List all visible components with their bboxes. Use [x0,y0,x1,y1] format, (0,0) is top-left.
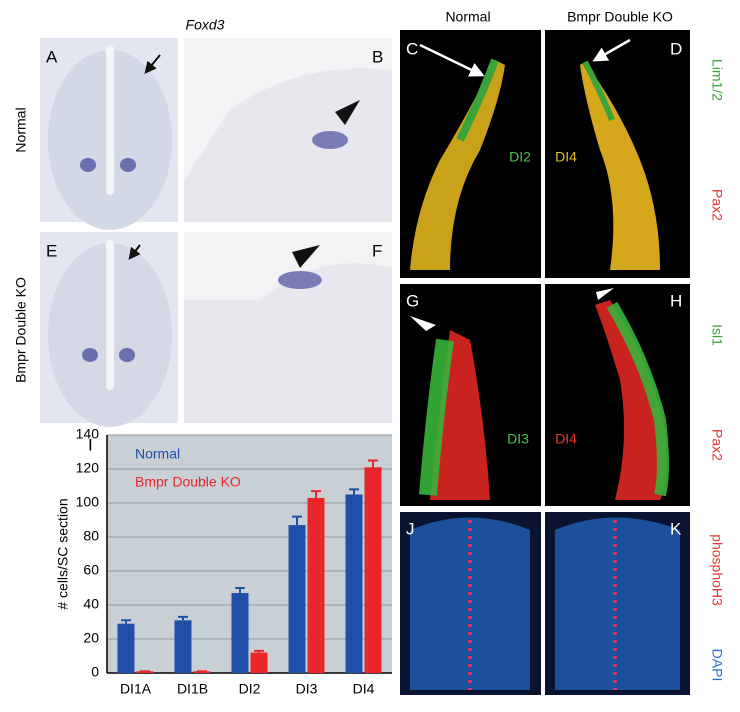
panel-e [40,232,178,427]
y-tick-label: 0 [91,664,99,680]
panel-k [545,512,690,695]
bar [364,467,382,673]
error-bar [254,649,264,653]
panel-b [184,38,392,222]
legend-entry: Normal [135,446,180,462]
panel-a [40,38,178,230]
y-tick-label: 20 [83,630,99,646]
legend-entry: Bmpr Double KO [135,474,241,490]
error-bar [292,515,302,526]
panel-letter: J [406,519,415,538]
error-bar [121,619,131,624]
bar [231,593,249,673]
panel-letter: A [46,47,58,66]
bar [117,623,135,673]
panel-j [400,512,541,695]
panel-letter: C [406,39,418,58]
stain-label: Isl1 [709,324,725,346]
panel-letter: D [670,39,682,58]
panel-h [545,284,690,506]
panel-letter: F [372,241,382,260]
bar-chart: 0 20 40 60 80 100 120 140 # cells/SC section DI1A… [55,426,392,697]
error-bar [368,459,378,468]
x-tick-label: DI1B [177,681,208,697]
x-tick-label: DI1A [120,681,152,697]
panel-letter: B [372,47,383,66]
y-tick-label: 100 [76,494,100,510]
error-bar [235,587,245,594]
stain-label: Pax2 [709,429,725,461]
y-axis-label: # cells/SC section [55,498,71,609]
panel-g [400,284,541,506]
cell-label: DI3 [507,431,529,447]
column-header: Bmpr Double KO [567,9,673,25]
y-tick-label: 120 [76,460,100,476]
bar [288,525,306,673]
row-label: Normal [13,107,29,152]
panel-letter: K [670,519,682,538]
y-tick-label: 40 [83,596,99,612]
stain-label: Pax2 [709,189,725,221]
panel-c [400,30,541,278]
cell-label: DI4 [555,431,577,447]
bar [250,652,268,673]
row-label: Bmpr Double KO [13,277,29,383]
panel-letter: H [670,291,682,310]
plot-area [107,435,392,673]
x-tick-label: DI4 [353,681,375,697]
cell-label: DI4 [555,149,577,165]
panel-f [184,232,392,423]
panel-letter: E [46,241,57,260]
stain-label: Lim1/2 [709,59,725,101]
panel-d [545,30,690,278]
column-header: Normal [445,9,490,25]
stain-label: phosphoH3 [709,534,725,606]
gene-title: Foxd3 [186,17,225,33]
panel-letter: G [406,291,419,310]
bar [307,497,325,673]
bar [174,620,192,673]
error-bar [178,615,188,621]
cell-label: DI2 [509,149,531,165]
y-tick-label: 80 [83,528,99,544]
error-bar [349,488,359,495]
x-tick-label: DI2 [239,681,261,697]
bar [345,494,363,673]
x-tick-label: DI3 [296,681,318,697]
panel-letter: I [88,435,93,454]
error-bar [311,490,321,498]
stain-label: DAPI [709,649,725,682]
y-tick-label: 60 [83,562,99,578]
y-tick-label: 140 [76,426,100,442]
